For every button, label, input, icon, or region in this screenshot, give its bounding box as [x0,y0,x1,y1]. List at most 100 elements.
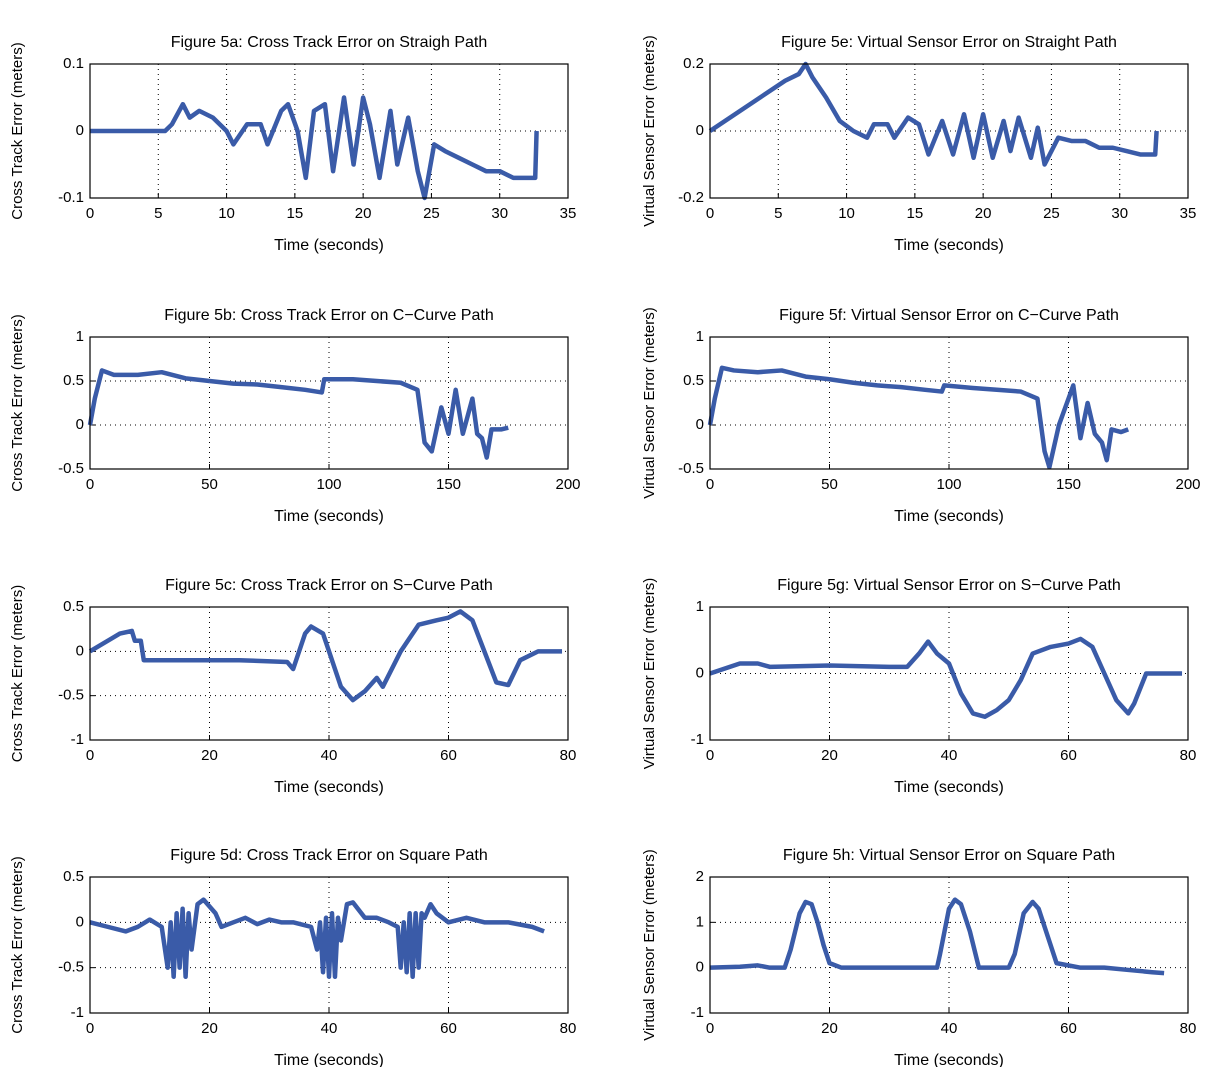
y-tick-label: 0 [696,664,704,681]
y-axis-label: Virtual Sensor Error (meters) [641,307,658,498]
data-line [89,897,545,979]
x-tick-label: 20 [821,747,838,764]
x-tick-label: 35 [1180,205,1197,222]
x-axis-label: Time (seconds) [894,1052,1004,1067]
axes-box [89,63,569,199]
x-tick-label: 100 [936,476,961,493]
x-tick-label: 0 [86,747,94,764]
y-axis-label: Cross Track Error (meters) [9,856,26,1034]
x-tick-label: 15 [907,205,924,222]
y-tick-label: -1 [71,731,84,748]
y-axis-label: Cross Track Error (meters) [9,42,26,220]
data-line [90,95,539,201]
data-line [88,609,563,703]
x-tick-label: 10 [838,205,855,222]
data-line [708,61,1159,167]
x-tick-label: 50 [201,476,218,493]
x-axis-label: Time (seconds) [274,508,384,525]
x-tick-label: 0 [706,747,714,764]
y-tick-label: 0 [696,122,704,139]
x-tick-label: 150 [1056,476,1081,493]
x-tick-label: 25 [423,205,440,222]
y-tick-label: 0 [76,122,84,139]
x-tick-label: 100 [316,476,341,493]
x-tick-label: 15 [287,205,304,222]
y-tick-label: 0 [76,913,84,930]
y-axis-label: Virtual Sensor Error (meters) [641,849,658,1040]
x-tick-label: 200 [555,476,580,493]
y-tick-label: 1 [76,328,84,345]
x-axis-label: Time (seconds) [274,237,384,254]
x-tick-label: 20 [821,1020,838,1037]
x-tick-label: 40 [941,747,958,764]
y-tick-label: 1 [696,328,704,345]
plot-area [90,607,568,740]
y-tick-label: -0.1 [58,189,84,206]
x-tick-label: 60 [1060,747,1077,764]
x-tick-label: 60 [440,1020,457,1037]
x-tick-label: 40 [941,1020,958,1037]
y-tick-label: 2 [696,868,704,885]
chart-title: Figure 5h: Virtual Sensor Error on Squar… [783,847,1115,864]
x-tick-label: 80 [560,1020,577,1037]
data-line [709,636,1183,719]
x-axis-label: Time (seconds) [894,508,1004,525]
y-tick-label: -0.5 [678,460,704,477]
y-tick-label: 0 [696,959,704,976]
x-tick-label: 35 [560,205,577,222]
x-tick-label: 20 [355,205,372,222]
x-tick-label: 30 [1111,205,1128,222]
y-tick-label: 0 [696,416,704,433]
y-tick-label: 0.5 [63,868,84,885]
axes-box [89,876,569,1014]
x-axis-label: Time (seconds) [274,779,384,796]
x-tick-label: 5 [154,205,162,222]
x-tick-label: 20 [201,1020,218,1037]
y-tick-label: 1 [696,598,704,615]
y-tick-label: 0 [76,416,84,433]
x-tick-label: 0 [86,476,94,493]
y-tick-label: 0.5 [683,372,704,389]
y-tick-label: 0 [76,642,84,659]
chart-title: Figure 5f: Virtual Sensor Error on C−Cur… [779,307,1119,324]
x-tick-label: 200 [1175,476,1200,493]
x-axis-label: Time (seconds) [894,779,1004,796]
x-tick-label: 5 [774,205,782,222]
y-tick-label: -1 [691,1004,704,1021]
plot-area [710,64,1188,198]
x-axis-label: Time (seconds) [274,1052,384,1067]
x-tick-label: 20 [201,747,218,764]
y-tick-label: -0.2 [678,189,704,206]
x-tick-label: 80 [560,747,577,764]
y-tick-label: -0.5 [58,460,84,477]
x-tick-label: 10 [218,205,235,222]
x-axis-label: Time (seconds) [894,237,1004,254]
x-tick-label: 0 [706,1020,714,1037]
x-tick-label: 0 [86,205,94,222]
y-tick-label: -1 [71,1004,84,1021]
y-axis-label: Cross Track Error (meters) [9,585,26,763]
axes-box [89,336,569,470]
axes-box [709,876,1189,1014]
y-axis-label: Virtual Sensor Error (meters) [641,578,658,769]
x-tick-label: 60 [1060,1020,1077,1037]
x-tick-label: 50 [821,476,838,493]
x-tick-label: 20 [975,205,992,222]
x-tick-label: 0 [86,1020,94,1037]
x-tick-label: 40 [321,1020,338,1037]
y-tick-label: 1 [696,913,704,930]
y-tick-label: 0.1 [63,55,84,72]
y-tick-label: -0.5 [58,687,84,704]
x-tick-label: 150 [436,476,461,493]
chart-title: Figure 5a: Cross Track Error on Straigh … [171,34,488,51]
x-tick-label: 80 [1180,747,1197,764]
chart-title: Figure 5c: Cross Track Error on S−Curve … [165,577,493,594]
axes-box [89,606,569,741]
chart-title: Figure 5b: Cross Track Error on C−Curve … [164,307,493,324]
x-tick-label: 30 [491,205,508,222]
chart-title: Figure 5e: Virtual Sensor Error on Strai… [781,34,1117,51]
y-tick-label: 0.5 [63,598,84,615]
x-tick-label: 0 [706,205,714,222]
x-tick-label: 40 [321,747,338,764]
